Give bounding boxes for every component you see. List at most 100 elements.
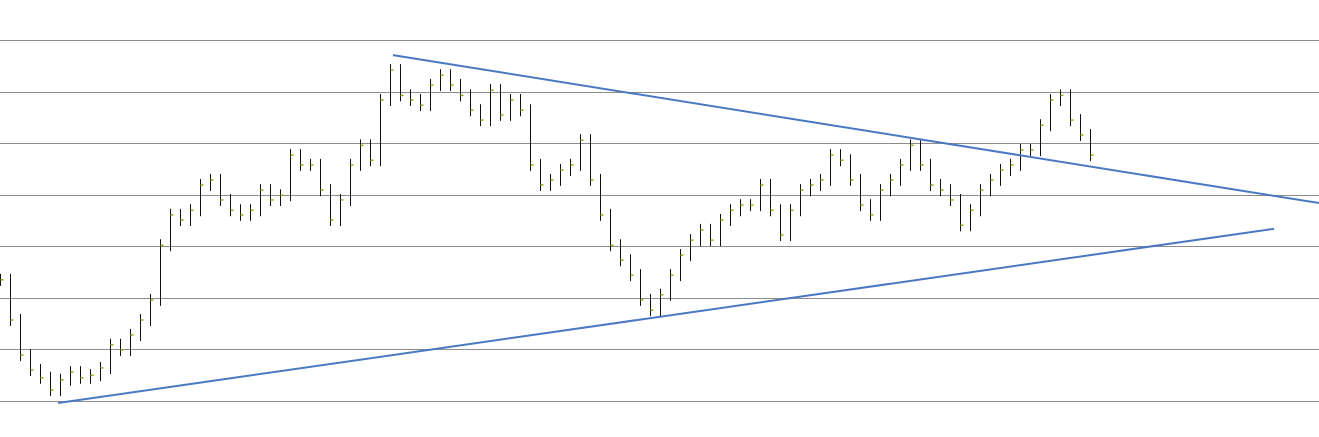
price-bar <box>130 328 134 356</box>
price-bar <box>280 189 284 206</box>
price-bar <box>340 193 344 227</box>
price-bar <box>490 84 494 127</box>
price-bar <box>810 179 814 197</box>
price-bar <box>720 214 724 247</box>
price-bar <box>100 361 104 382</box>
price-bar <box>820 173 824 192</box>
price-bar <box>160 239 164 306</box>
price-bar <box>320 158 324 197</box>
price-bar <box>560 164 564 186</box>
price-bar <box>990 173 994 197</box>
price-bar <box>10 273 14 327</box>
price-bar <box>80 366 84 384</box>
price-bar <box>330 184 334 227</box>
price-bar <box>0 273 4 286</box>
price-bar <box>630 254 634 282</box>
price-bar <box>1040 119 1044 156</box>
price-bar <box>150 293 154 327</box>
price-bar <box>20 314 24 362</box>
price-bar <box>850 154 854 186</box>
price-bar <box>920 139 924 171</box>
price-bar <box>970 204 974 232</box>
price-bar <box>570 158 574 177</box>
price-bar <box>580 134 584 171</box>
price-bar <box>700 223 704 247</box>
price-bar <box>620 239 624 267</box>
price-bar <box>70 366 74 386</box>
price-bar <box>350 158 354 206</box>
price-bar <box>170 208 174 252</box>
price-bar <box>470 89 474 117</box>
price-bar <box>220 173 224 206</box>
trendline <box>392 54 1319 205</box>
price-bar <box>880 184 884 221</box>
price-bar <box>840 149 844 167</box>
price-bar <box>1010 158 1014 177</box>
price-bar <box>1060 89 1064 106</box>
price-bar <box>930 158 934 192</box>
trendline <box>57 227 1275 404</box>
price-bar <box>1000 164 1004 186</box>
price-bar <box>540 158 544 192</box>
price-bar <box>870 199 874 221</box>
price-bar <box>780 204 784 241</box>
price-bar <box>910 139 914 171</box>
price-bar <box>40 364 44 384</box>
price-bar <box>1090 129 1094 162</box>
price-bar <box>460 79 464 102</box>
price-bar <box>110 338 114 374</box>
price-bar <box>440 69 444 92</box>
price-bar <box>760 179 764 212</box>
price-bar <box>50 371 54 397</box>
price-bar <box>830 149 834 186</box>
price-bar <box>520 93 524 117</box>
price-bar <box>1080 114 1084 142</box>
price-bar <box>890 173 894 197</box>
price-bar <box>690 234 694 262</box>
price-bar <box>140 314 144 341</box>
price-bar <box>390 64 394 106</box>
price-bar <box>860 173 864 212</box>
price-bar <box>1070 89 1074 127</box>
price-bar <box>750 199 754 212</box>
price-bar <box>770 179 774 217</box>
price-bar <box>260 184 264 217</box>
price-bar <box>550 173 554 192</box>
price-bar <box>740 199 744 217</box>
price-bar <box>480 104 484 127</box>
price-bar <box>410 89 414 106</box>
price-bar <box>680 249 684 282</box>
price-bar <box>450 69 454 92</box>
price-bar <box>600 173 604 221</box>
price-bar <box>370 139 374 167</box>
price-bar <box>670 269 674 301</box>
price-bar <box>60 373 64 397</box>
price-bar <box>590 134 594 186</box>
price-bar <box>430 79 434 112</box>
price-bar <box>360 139 364 171</box>
price-bar <box>90 369 94 384</box>
price-bar <box>1050 93 1054 132</box>
price-bar <box>250 204 254 221</box>
price-bar <box>400 64 404 102</box>
price-bar <box>230 193 234 217</box>
price-bar <box>610 208 614 252</box>
price-bar <box>510 93 514 121</box>
price-bar <box>660 288 664 317</box>
price-bar <box>200 179 204 217</box>
price-bar <box>900 158 904 186</box>
price-bar <box>980 184 984 217</box>
price-bar <box>420 93 424 112</box>
price-bar <box>1030 143 1034 156</box>
price-bar <box>210 173 214 192</box>
price-bar <box>730 204 734 227</box>
price-bar <box>530 104 534 171</box>
price-bar <box>120 338 124 356</box>
price-bar <box>240 204 244 221</box>
price-bar <box>960 193 964 232</box>
price-bar <box>950 184 954 206</box>
price-bar <box>380 93 384 167</box>
price-bar <box>940 179 944 197</box>
price-bar <box>30 349 34 377</box>
